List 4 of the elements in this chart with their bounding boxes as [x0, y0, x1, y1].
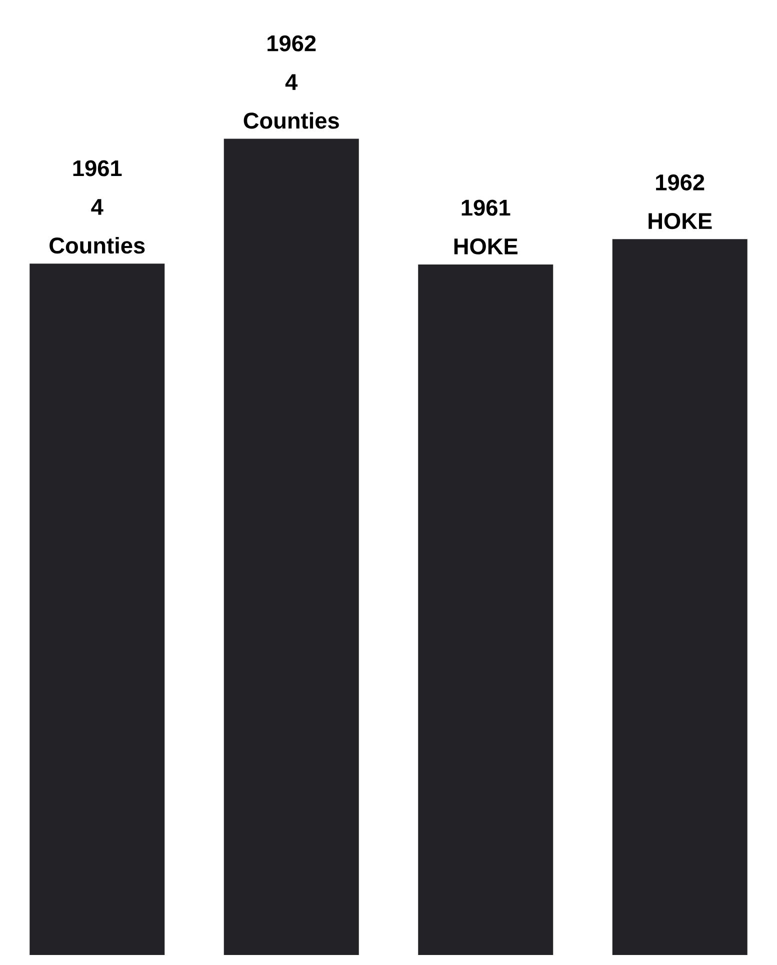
x-tick-label: 1961 HOKE [454, 200, 518, 254]
x-tick-label: 1962 4 Counties [244, 35, 339, 129]
x-tick-label: 1961 4 Counties [50, 160, 145, 254]
x-tick-label: 1962 HOKE [648, 174, 712, 230]
